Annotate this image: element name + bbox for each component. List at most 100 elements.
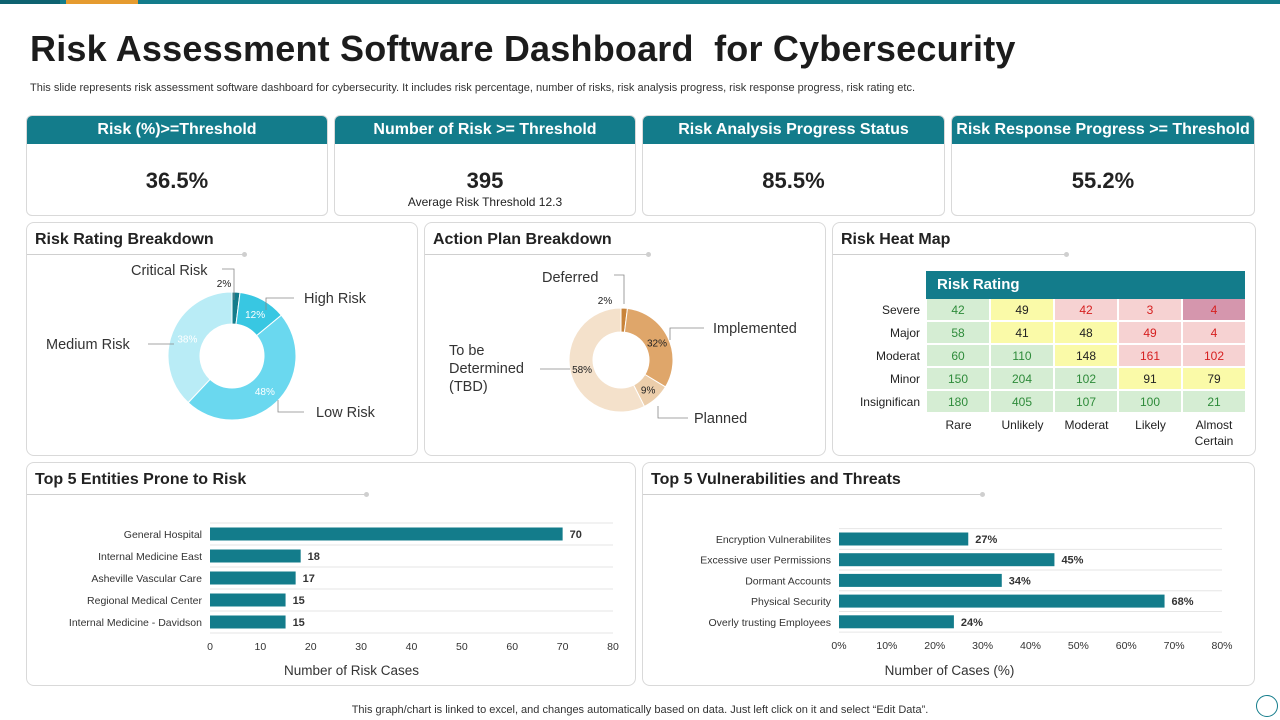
action-plan-panel: Action Plan Breakdown <box>424 222 826 456</box>
bar-value-label: 17 <box>303 573 315 585</box>
heat-map-cell: 4 <box>1183 299 1246 321</box>
x-tick-label: 10% <box>876 640 897 652</box>
donut-value-label: 32% <box>647 339 667 350</box>
x-tick-label: 50% <box>1068 640 1089 652</box>
kpi-risk-analysis-progress: Risk Analysis Progress Status 85.5% <box>642 115 945 216</box>
heat-map-cell: 49 <box>991 299 1054 321</box>
title-divider <box>643 492 985 497</box>
panel-title: Risk Heat Map <box>841 231 951 248</box>
bar-internal-medicine-davidson <box>210 615 286 629</box>
panel-title: Top 5 Vulnerabilities and Threats <box>651 471 901 488</box>
heat-map-row-label: Minor <box>889 372 920 386</box>
heat-map-cell: 79 <box>1183 368 1246 390</box>
leader-line <box>265 297 294 310</box>
bar-value-label: 27% <box>975 534 997 546</box>
y-category-label: Physical Security <box>751 596 832 608</box>
x-tick-label: 70 <box>557 641 569 653</box>
x-tick-label: 30 <box>355 641 367 653</box>
bar-value-label: 18 <box>308 551 320 563</box>
leader-line <box>277 400 304 413</box>
x-tick-label: 60% <box>1116 640 1137 652</box>
donut-category-label: Implemented <box>713 321 797 337</box>
x-tick-label: 20% <box>924 640 945 652</box>
top-accent-segment-orange <box>66 0 138 4</box>
entities-bar-chart: 0 10 20 30 40 50 60 70 80 General Hospital 70 Inter… <box>69 522 619 678</box>
heat-map-row-label: Major <box>889 326 920 340</box>
circle-button[interactable] <box>1256 695 1278 717</box>
kpi-number-of-risk: Number of Risk >= Threshold 395 Average … <box>334 115 636 216</box>
x-tick-label: 10 <box>255 641 267 653</box>
x-tick-label: 40 <box>406 641 418 653</box>
panel-title: Action Plan Breakdown <box>433 231 612 248</box>
vulnerabilities-bar-chart: 0% 10% 20% 30% 40% 50% 60% 70% 80% Encryption Vul… <box>700 528 1233 678</box>
x-tick-label: 30% <box>972 640 993 652</box>
bar-value-label: 34% <box>1009 575 1031 587</box>
x-tick-label: 40% <box>1020 640 1041 652</box>
x-tick-label: 70% <box>1164 640 1185 652</box>
page-subtitle: This slide represents risk assessment so… <box>30 82 916 94</box>
heat-map-cell: 204 <box>991 368 1054 390</box>
heat-map-header: Risk Rating <box>926 271 1245 299</box>
title-divider <box>27 252 247 257</box>
page-title: Risk Assessment Software Dashboard for C… <box>30 28 1016 69</box>
leader-line <box>669 327 704 340</box>
donut-value-label: 12% <box>245 310 265 321</box>
bar-dormant-accounts <box>839 573 1002 587</box>
heat-map-cell: 102 <box>1055 368 1118 390</box>
heat-map-cell: 91 <box>1119 368 1182 390</box>
kpi-value: 85.5% <box>762 168 825 193</box>
donut-category-label: Planned <box>694 411 747 427</box>
x-tick-label: 60 <box>506 641 518 653</box>
heat-map-cell: 4 <box>1183 322 1246 344</box>
heat-map-cell: 110 <box>991 345 1054 367</box>
kpi-label: Risk Analysis Progress Status <box>643 116 944 144</box>
y-category-label: Encryption Vulnerabilites <box>716 534 831 546</box>
title-divider <box>833 252 1069 257</box>
donut-value-label: 58% <box>572 365 592 376</box>
footer-note: This graph/chart is linked to excel, and… <box>351 704 929 716</box>
risk-rating-donut: 2% 12% 48% 38% Critical Risk High Risk Low Ris… <box>46 263 376 421</box>
x-axis-label: Number of Cases (%) <box>885 663 1015 678</box>
leader-line <box>657 406 688 419</box>
donut-value-label: 2% <box>598 296 613 307</box>
y-category-label: Asheville Vascular Care <box>91 573 202 585</box>
donut-category-label: Deferred <box>542 270 598 286</box>
y-category-label: Regional Medical Center <box>87 595 202 607</box>
bar-value-label: 24% <box>961 617 983 629</box>
leader-line <box>614 274 625 304</box>
heat-map-cell: 21 <box>1183 391 1246 413</box>
heat-map-cell: 107 <box>1055 391 1118 413</box>
y-category-label: Excessive user Permissions <box>700 555 831 567</box>
bar-overly-trusting-employees <box>839 615 954 629</box>
kpi-risk-response-progress: Risk Response Progress >= Threshold 55.2… <box>951 115 1255 216</box>
panel-title: Risk Rating Breakdown <box>35 231 214 248</box>
bar-general-hospital <box>210 527 563 541</box>
bar-asheville-vascular-care <box>210 571 296 585</box>
panel-title: Top 5 Entities Prone to Risk <box>35 471 247 488</box>
heat-map-cell: 42 <box>1055 299 1118 321</box>
heat-map-cell: 60 <box>927 345 990 367</box>
kpi-label: Risk (%)>=Threshold <box>27 116 327 144</box>
x-tick-label: 20 <box>305 641 317 653</box>
bar-value-label: 68% <box>1172 596 1194 608</box>
donut-value-label: 38% <box>177 334 197 345</box>
bar-value-label: 70 <box>570 529 582 541</box>
x-axis-label: Number of Risk Cases <box>284 663 419 678</box>
top-accent-segment <box>0 0 60 4</box>
kpi-value: 55.2% <box>1071 168 1135 193</box>
bar-value-label: 15 <box>293 617 305 629</box>
heat-map-col-label: Moderat <box>1064 418 1109 432</box>
donut-value-label: 2% <box>217 279 232 290</box>
bar-regional-medical-center <box>210 593 286 607</box>
heat-map-col-label: Almost Certain <box>1194 418 1234 448</box>
donut-category-label: High Risk <box>304 291 367 307</box>
bar-value-label: 45% <box>1061 555 1083 567</box>
bar-encryption-vulnerabilites <box>839 532 969 546</box>
heat-map-col-label: Rare <box>945 418 972 432</box>
x-tick-label: 80% <box>1211 640 1232 652</box>
action-plan-donut: 2% 32% 9% 58% Deferred Implemented Planned To b… <box>449 270 797 427</box>
entities-panel: Top 5 Entities Prone to Risk <box>26 462 636 686</box>
y-category-label: Internal Medicine East <box>98 551 202 563</box>
kpi-label: Number of Risk >= Threshold <box>335 116 635 144</box>
x-tick-label: 0% <box>831 640 846 652</box>
